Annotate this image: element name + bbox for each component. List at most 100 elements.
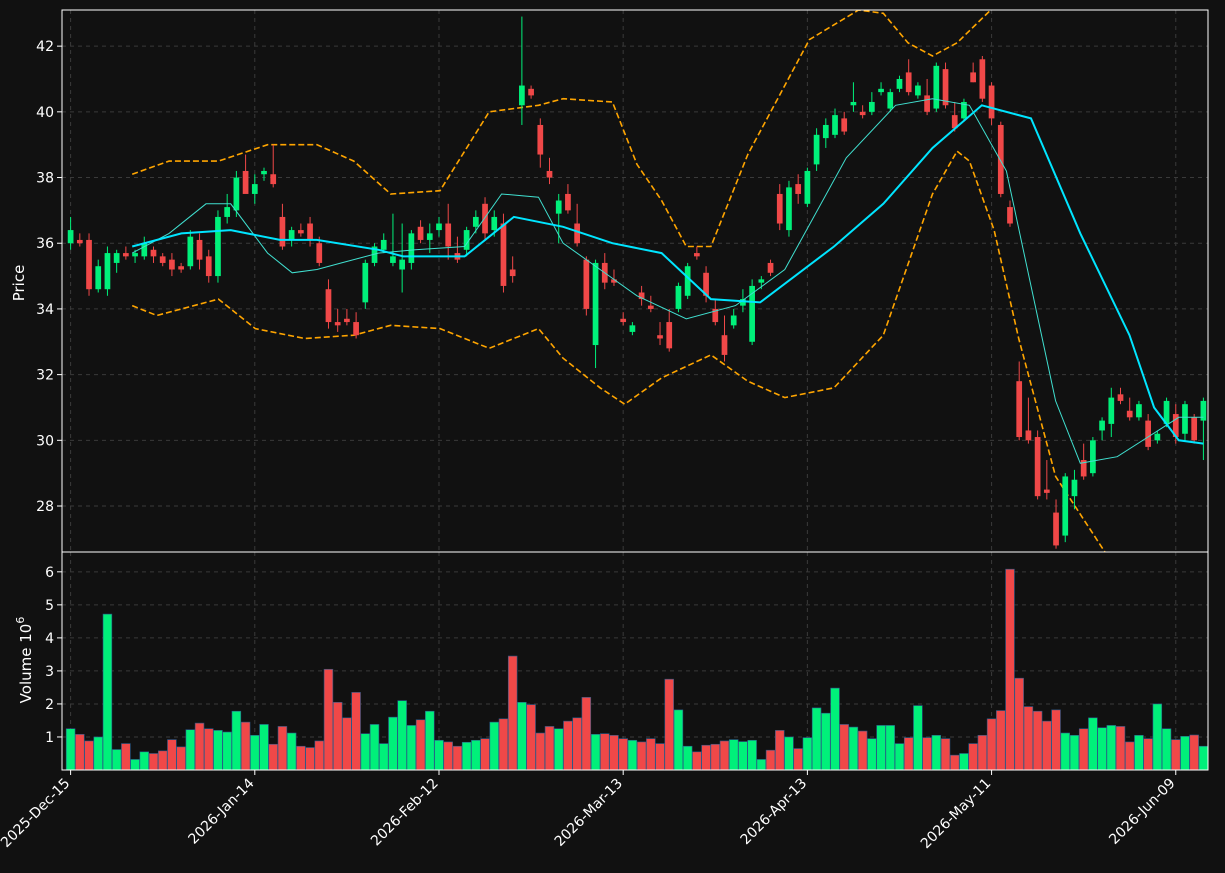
price-y-tick-label: 36	[36, 236, 54, 252]
candle-body	[942, 69, 949, 106]
volume-bar	[194, 722, 205, 771]
candle-body	[1099, 420, 1105, 431]
volume-bar	[719, 740, 730, 771]
volume-bar	[830, 687, 840, 771]
volume-bar	[369, 724, 380, 771]
volume-axis-title: Volume 106	[14, 617, 35, 704]
candle-body	[67, 230, 74, 244]
volume-bar	[600, 733, 610, 771]
candle-body	[316, 243, 323, 263]
candle-body	[86, 239, 92, 290]
volume-bar	[130, 759, 140, 771]
volume-bar	[277, 726, 288, 771]
price-grid	[62, 10, 1208, 552]
volume-bar	[811, 707, 822, 771]
candle-body	[565, 193, 571, 211]
candle-body	[638, 292, 645, 300]
volume-bar	[793, 748, 803, 771]
volume-bar	[996, 710, 1006, 771]
volume-bar	[1180, 736, 1190, 771]
volume-bar	[498, 718, 509, 771]
candle-body	[933, 65, 940, 109]
candle-body	[325, 289, 332, 323]
volume-bar	[75, 734, 85, 771]
volume-bar	[213, 730, 223, 771]
volume-bar	[848, 726, 859, 771]
candle-body	[491, 216, 498, 231]
volume-bar	[839, 724, 849, 771]
volume-bar	[738, 741, 748, 771]
volume-y-tick-label: 1	[45, 730, 54, 746]
volume-bar	[296, 745, 306, 771]
volume-bar	[968, 743, 978, 771]
candle-body	[399, 259, 406, 270]
ma-slow-line	[131, 104, 1204, 445]
volume-bar	[682, 745, 693, 771]
volume-bar	[121, 743, 131, 771]
volume-y-tick-label: 6	[45, 565, 54, 581]
volume-bar	[415, 719, 426, 771]
candle-body	[1154, 433, 1161, 441]
volume-bar	[314, 740, 324, 771]
volume-bar	[323, 668, 334, 771]
volume-bar	[425, 710, 435, 771]
volume-bar	[1051, 709, 1061, 771]
candle-body	[1117, 394, 1124, 401]
candle-body	[555, 200, 562, 214]
candle-body	[1108, 397, 1115, 424]
volume-bar	[185, 729, 196, 771]
candle-body	[1163, 400, 1170, 424]
volume-axis-exponent: 6	[14, 617, 27, 624]
candle-body	[472, 216, 479, 227]
volume-bar	[977, 735, 988, 771]
candle-body	[169, 259, 175, 270]
volume-bar	[1115, 726, 1126, 771]
volume-bar	[397, 700, 407, 771]
candle-body	[1053, 512, 1059, 546]
candle-body	[961, 101, 967, 119]
price-y-tick-label: 30	[36, 433, 54, 449]
bollinger-bands	[131, 10, 1106, 552]
volume-bar	[885, 725, 895, 771]
candle-body	[178, 266, 184, 270]
price-y-tick-label: 40	[36, 105, 54, 121]
candle-body	[380, 239, 387, 250]
volume-bar	[802, 737, 813, 771]
volume-bar	[1088, 717, 1098, 771]
volume-bar	[286, 732, 297, 771]
candle-body	[215, 216, 221, 277]
candle-body	[868, 101, 875, 112]
candle-body	[611, 279, 617, 283]
candle-body	[712, 308, 719, 323]
volume-bar	[360, 733, 371, 771]
candle-body	[353, 322, 359, 336]
volume-bar	[1097, 727, 1107, 771]
volume-bar	[655, 743, 665, 771]
volume-bar	[157, 750, 168, 771]
candle-body	[776, 193, 783, 224]
volume-y-tick-label: 3	[45, 664, 54, 680]
candle-body	[767, 262, 774, 273]
volume-bar	[986, 718, 997, 771]
candle-body	[740, 299, 746, 306]
candle-body	[758, 279, 765, 283]
candle-body	[537, 124, 544, 155]
candle-body	[997, 124, 1004, 194]
volume-bar	[388, 716, 398, 771]
volume-bar	[1161, 728, 1172, 771]
candle-body	[574, 223, 580, 244]
price-y-tick-label: 34	[36, 302, 54, 318]
volume-bar	[250, 735, 260, 771]
volume-bar	[102, 613, 113, 771]
candle-body	[859, 111, 866, 116]
candle-body	[749, 285, 755, 342]
volume-bar	[1171, 739, 1181, 771]
volume-bar	[940, 738, 951, 771]
volume-bar	[627, 739, 638, 771]
candle-body	[905, 72, 912, 93]
volume-bar	[1124, 741, 1135, 771]
candle-body	[1062, 476, 1069, 536]
candle-body	[500, 223, 507, 286]
candle-body	[896, 78, 903, 89]
candle-body	[445, 223, 452, 247]
